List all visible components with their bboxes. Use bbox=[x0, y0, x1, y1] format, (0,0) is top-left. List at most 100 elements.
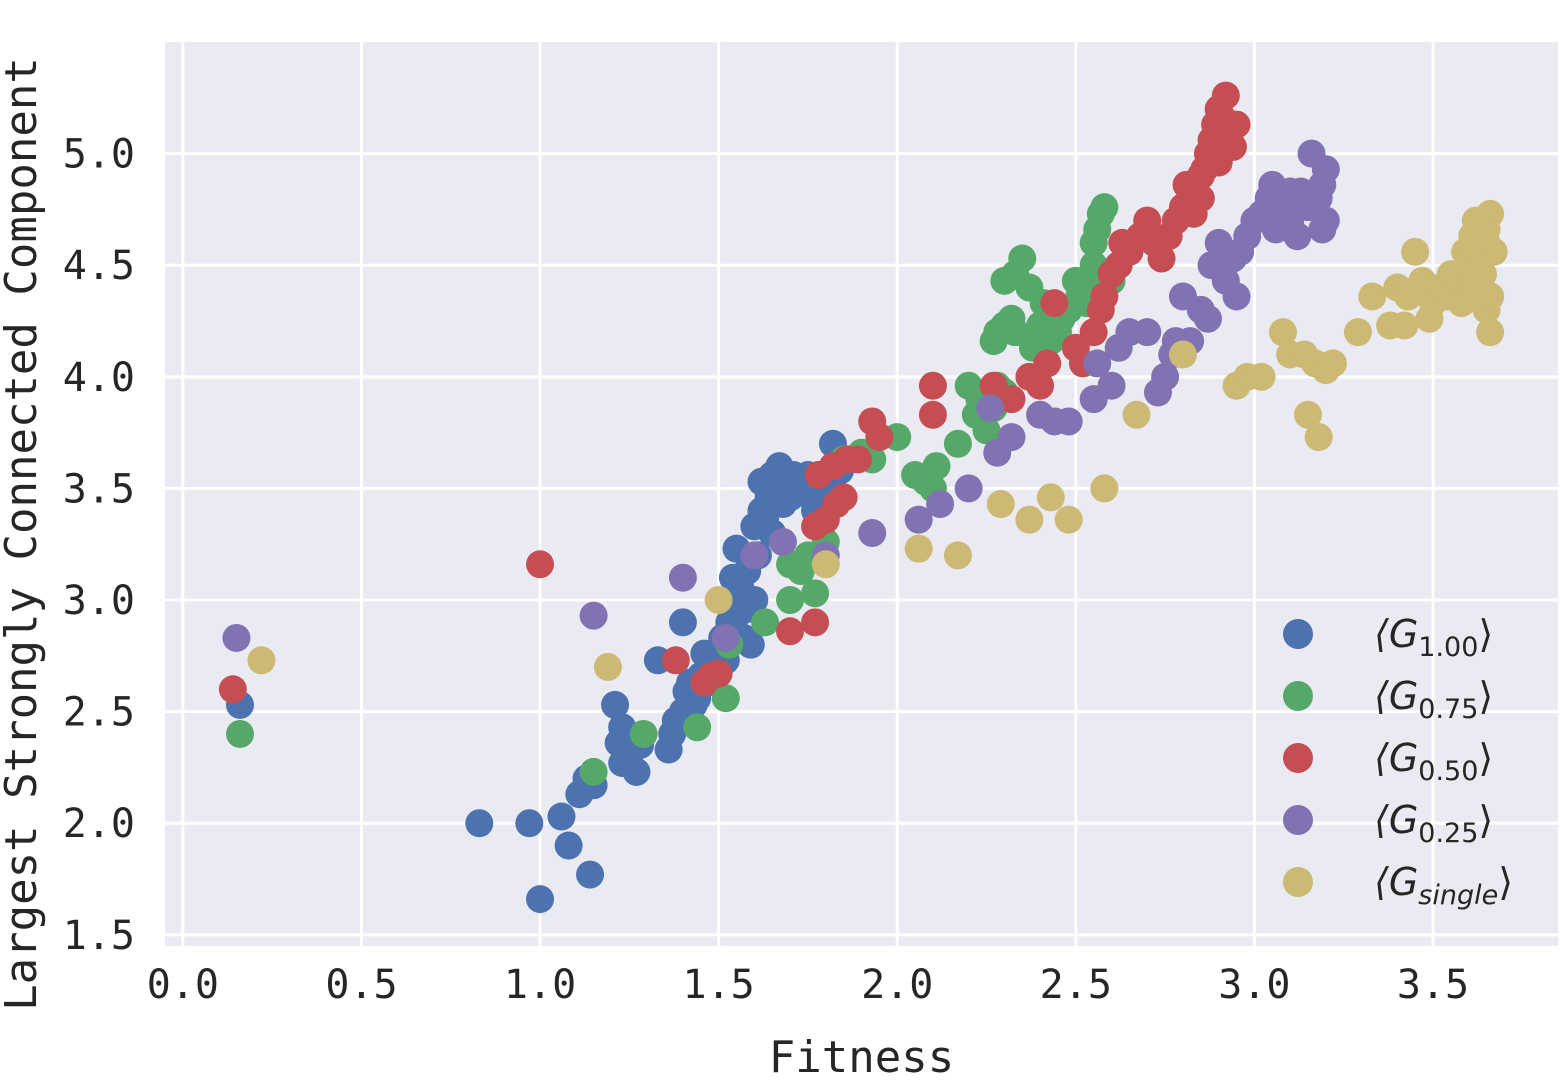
data-point bbox=[1222, 110, 1251, 139]
legend-label: ⟨G0.50⟩ bbox=[1374, 736, 1493, 787]
data-point bbox=[1186, 161, 1215, 190]
data-point bbox=[704, 659, 733, 688]
data-point bbox=[1026, 371, 1055, 400]
legend-label: ⟨G1.00⟩ bbox=[1374, 612, 1493, 663]
legend-item: ⟨Gsingle⟩ bbox=[1283, 860, 1513, 911]
data-point bbox=[1090, 474, 1119, 503]
legend-label-main: ⟨G bbox=[1374, 798, 1418, 842]
data-point bbox=[1283, 222, 1312, 251]
data-point bbox=[1054, 505, 1083, 534]
legend-item: ⟨G0.50⟩ bbox=[1283, 736, 1493, 787]
series-4 bbox=[247, 199, 1508, 681]
legend-label-sub: 0.75 bbox=[1418, 694, 1478, 725]
data-point bbox=[1133, 206, 1162, 235]
data-point bbox=[683, 713, 712, 742]
legend-marker bbox=[1283, 681, 1313, 711]
data-point bbox=[222, 623, 251, 652]
legend-item: ⟨G1.00⟩ bbox=[1283, 612, 1493, 663]
y-tick-label: 3.5 bbox=[63, 466, 135, 512]
data-point bbox=[1097, 371, 1126, 400]
data-point bbox=[954, 474, 983, 503]
legend-label: ⟨G0.75⟩ bbox=[1374, 674, 1493, 725]
data-point bbox=[918, 371, 947, 400]
legend-label-sub: single bbox=[1418, 880, 1498, 911]
data-point bbox=[1247, 362, 1276, 391]
data-point bbox=[661, 646, 690, 675]
x-tick-label: 1.0 bbox=[504, 962, 576, 1008]
data-point bbox=[986, 490, 1015, 519]
data-point bbox=[1054, 407, 1083, 436]
legend-item: ⟨G0.25⟩ bbox=[1283, 798, 1493, 849]
x-tick-label: 2.0 bbox=[861, 962, 933, 1008]
legend-label-close: ⟩ bbox=[1478, 612, 1493, 656]
legend-label-main: ⟨G bbox=[1374, 612, 1418, 656]
data-point bbox=[1390, 311, 1419, 340]
scatter-points bbox=[218, 81, 1508, 914]
data-point bbox=[801, 579, 830, 608]
data-point bbox=[865, 423, 894, 452]
data-point bbox=[593, 652, 622, 681]
series-2 bbox=[218, 81, 1251, 704]
legend-label-main: ⟨G bbox=[1374, 736, 1418, 780]
data-point bbox=[1036, 483, 1065, 512]
data-point bbox=[972, 416, 1001, 445]
plot-area bbox=[165, 42, 1558, 946]
x-tick-label: 3.5 bbox=[1397, 962, 1469, 1008]
y-tick-label: 1.5 bbox=[63, 913, 135, 959]
legend-label: ⟨Gsingle⟩ bbox=[1374, 860, 1513, 911]
data-point bbox=[926, 490, 955, 519]
data-point bbox=[1343, 318, 1372, 347]
data-point bbox=[1479, 237, 1508, 266]
legend-marker bbox=[1283, 867, 1313, 897]
y-tick-label: 2.0 bbox=[63, 801, 135, 847]
data-point bbox=[1476, 282, 1505, 311]
data-point bbox=[1147, 244, 1176, 273]
data-point bbox=[1122, 400, 1151, 429]
data-point bbox=[1079, 318, 1108, 347]
data-point bbox=[526, 885, 555, 914]
data-point bbox=[943, 541, 972, 570]
x-tick-label: 1.5 bbox=[683, 962, 755, 1008]
data-point bbox=[736, 630, 765, 659]
data-point bbox=[1222, 282, 1251, 311]
legend-label-sub: 0.50 bbox=[1418, 756, 1478, 787]
data-point bbox=[711, 684, 740, 713]
data-point bbox=[576, 860, 605, 889]
legend-label-sub: 1.00 bbox=[1418, 632, 1478, 663]
data-point bbox=[579, 757, 608, 786]
x-axis-label: Fitness bbox=[769, 1032, 954, 1083]
data-point bbox=[776, 617, 805, 646]
y-tick-label: 5.0 bbox=[63, 132, 135, 178]
data-point bbox=[1304, 423, 1333, 452]
legend-label-close: ⟩ bbox=[1478, 798, 1493, 842]
data-point bbox=[1133, 318, 1162, 347]
legend-label-main: ⟨G bbox=[1374, 860, 1418, 904]
data-point bbox=[515, 809, 544, 838]
x-tick-labels: 0.0 0.5 1.0 1.5 2.0 2.5 3.0 3.5 bbox=[147, 962, 1469, 1008]
data-point bbox=[579, 601, 608, 630]
data-point bbox=[1358, 282, 1387, 311]
y-tick-labels: 1.5 2.0 2.5 3.0 3.5 4.0 4.5 5.0 bbox=[63, 132, 135, 959]
data-point bbox=[801, 608, 830, 637]
y-tick-label: 4.0 bbox=[63, 355, 135, 401]
data-point bbox=[740, 586, 769, 615]
legend-label-sub: 0.25 bbox=[1418, 818, 1478, 849]
data-point bbox=[1268, 318, 1297, 347]
data-point bbox=[943, 429, 972, 458]
data-point bbox=[704, 586, 733, 615]
data-point bbox=[1168, 340, 1197, 369]
data-point bbox=[1318, 349, 1347, 378]
data-point bbox=[829, 483, 858, 512]
data-point bbox=[622, 757, 651, 786]
data-point bbox=[554, 831, 583, 860]
data-point bbox=[601, 690, 630, 719]
data-point bbox=[1211, 81, 1240, 110]
data-point bbox=[997, 423, 1026, 452]
y-tick-label: 2.5 bbox=[63, 690, 135, 736]
x-tick-label: 2.5 bbox=[1040, 962, 1112, 1008]
data-point bbox=[547, 802, 576, 831]
data-point bbox=[1090, 282, 1119, 311]
data-point bbox=[858, 519, 887, 548]
data-point bbox=[776, 586, 805, 615]
